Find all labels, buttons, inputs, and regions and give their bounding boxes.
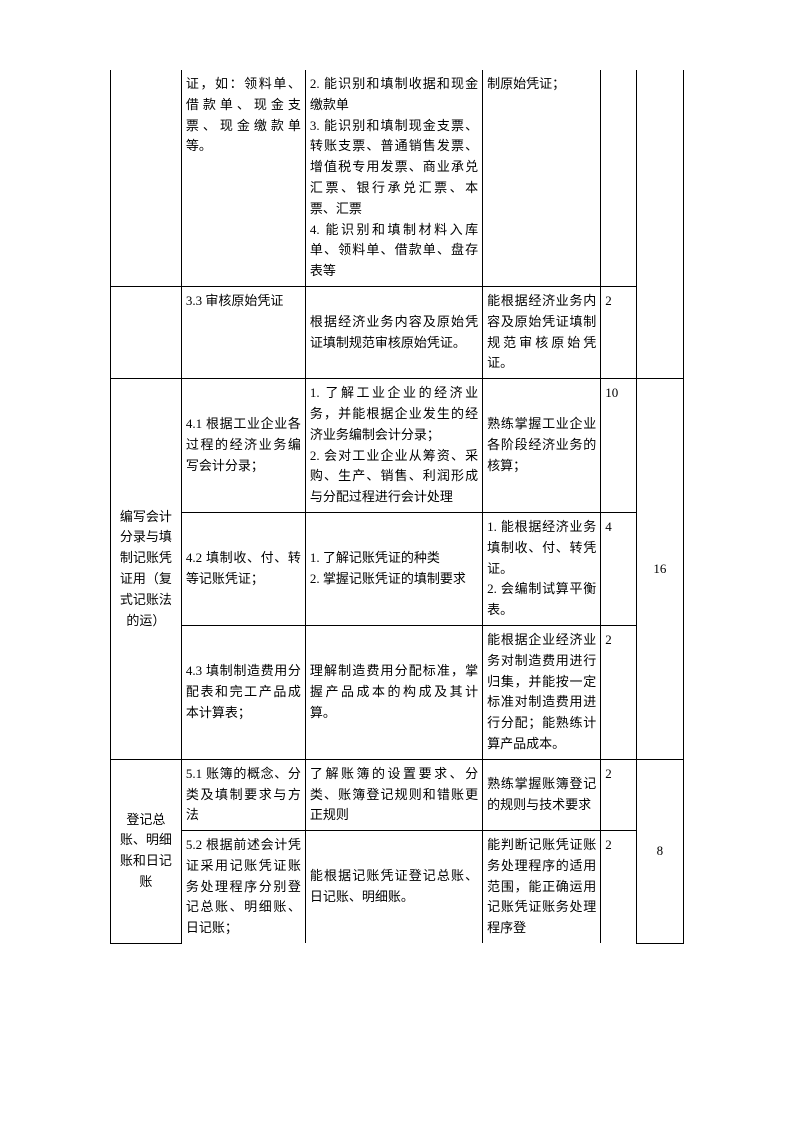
table-cell: 根据经济业务内容及原始凭证填制规范审核原始凭证。 [305, 286, 482, 378]
table-row: 登记总账、明细账和日记账5.1 账簿的概念、分类及填制要求与方法了解账簿的设置要… [111, 759, 684, 830]
table-row: 证，如：领料单、借款单、现金支票、现金缴款单等。2. 能识别和填制收据和现金缴款… [111, 70, 684, 286]
table-row: 5.2 根据前述会计凭证采用记账凭证账务处理程序分别登记总账、明细账、日记账；能… [111, 831, 684, 943]
table-cell: 4.3 填制制造费用分配表和完工产品成本计算表； [181, 625, 305, 759]
table-cell: 3.3 审核原始凭证 [181, 286, 305, 378]
table-cell: 1. 能根据经济业务填制收、付、转凭证。2. 会编制试算平衡表。 [483, 512, 601, 625]
table-cell [601, 70, 636, 286]
table-cell: 登记总账、明细账和日记账 [111, 759, 182, 943]
table-row: 4.2 填制收、付、转等记账凭证；1. 了解记账凭证的种类2. 掌握记账凭证的填… [111, 512, 684, 625]
table-cell [636, 70, 683, 286]
table-cell [636, 286, 683, 378]
table-cell: 2 [601, 286, 636, 378]
table-row: 编写会计分录与填制记账凭证用（复式记账法的运）4.1 根据工业企业各过程的经济业… [111, 379, 684, 513]
table-cell: 熟练掌握工业企业各阶段经济业务的核算； [483, 379, 601, 513]
table-cell: 能根据企业经济业务对制造费用进行归集，并能按一定标准对制造费用进行分配；能熟练计… [483, 625, 601, 759]
table-cell: 了解账簿的设置要求、分类、账簿登记规则和错账更正规则 [305, 759, 482, 830]
table-cell: 4.1 根据工业企业各过程的经济业务编写会计分录； [181, 379, 305, 513]
table-cell: 1. 了解记账凭证的种类2. 掌握记账凭证的填制要求 [305, 512, 482, 625]
table-cell: 8 [636, 759, 683, 943]
table-cell: 4.2 填制收、付、转等记账凭证； [181, 512, 305, 625]
table-cell: 2. 能识别和填制收据和现金缴款单3. 能识别和填制现金支票、转账支票、普通销售… [305, 70, 482, 286]
table-cell: 5.2 根据前述会计凭证采用记账凭证账务处理程序分别登记总账、明细账、日记账； [181, 831, 305, 943]
table-cell: 5.1 账簿的概念、分类及填制要求与方法 [181, 759, 305, 830]
table-cell: 16 [636, 379, 683, 760]
table-cell: 10 [601, 379, 636, 513]
table-cell: 熟练掌握账簿登记的规则与技术要求 [483, 759, 601, 830]
table-cell: 2 [601, 831, 636, 943]
table-cell: 证，如：领料单、借款单、现金支票、现金缴款单等。 [181, 70, 305, 286]
table-cell: 2 [601, 625, 636, 759]
table-cell: 能根据经济业务内容及原始凭证填制规范审核原始凭证。 [483, 286, 601, 378]
table-row: 4.3 填制制造费用分配表和完工产品成本计算表；理解制造费用分配标准，掌握产品成… [111, 625, 684, 759]
table-cell: 4 [601, 512, 636, 625]
curriculum-table: 证，如：领料单、借款单、现金支票、现金缴款单等。2. 能识别和填制收据和现金缴款… [110, 70, 684, 944]
table-cell [111, 70, 182, 286]
table-cell: 1. 了解工业企业的经济业务，并能根据企业发生的经济业务编制会计分录；2. 会对… [305, 379, 482, 513]
table-cell [111, 286, 182, 378]
table-cell: 编写会计分录与填制记账凭证用（复式记账法的运） [111, 379, 182, 760]
table-cell: 制原始凭证； [483, 70, 601, 286]
table-cell: 能判断记账凭证账务处理程序的适用范围，能正确运用记账凭证账务处理程序登 [483, 831, 601, 943]
table-row: 3.3 审核原始凭证根据经济业务内容及原始凭证填制规范审核原始凭证。能根据经济业… [111, 286, 684, 378]
table-cell: 2 [601, 759, 636, 830]
table-cell: 能根据记账凭证登记总账、日记账、明细账。 [305, 831, 482, 943]
table-cell: 理解制造费用分配标准，掌握产品成本的构成及其计算。 [305, 625, 482, 759]
